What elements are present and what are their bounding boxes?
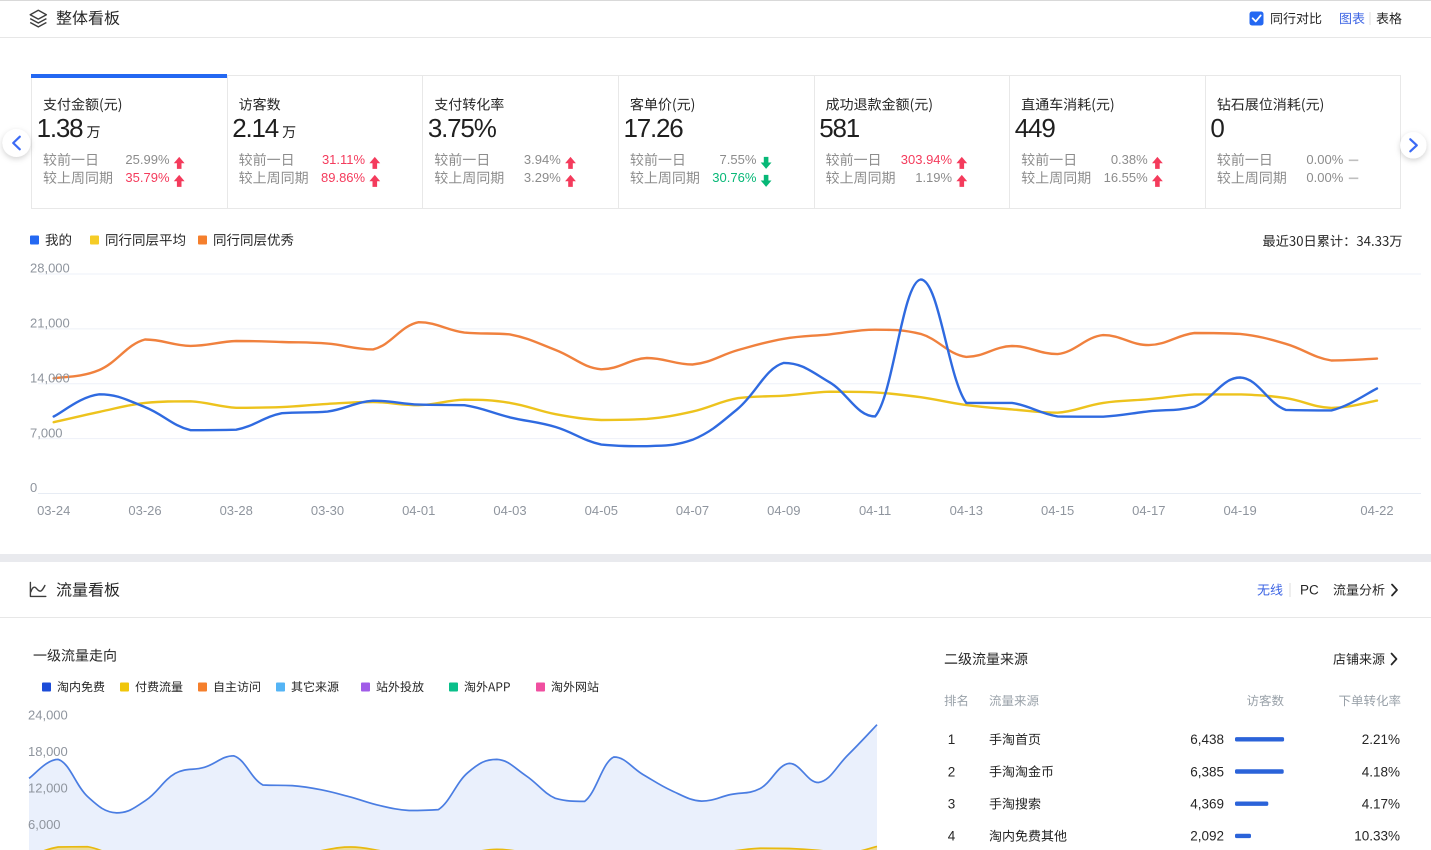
svg-text:03-30: 03-30 — [311, 503, 344, 518]
svg-text:1: 1 — [948, 732, 956, 747]
svg-text:6,000: 6,000 — [28, 817, 61, 832]
svg-text:7.55%: 7.55% — [720, 152, 757, 167]
svg-text:3.75%: 3.75% — [428, 113, 497, 143]
svg-text:04-15: 04-15 — [1041, 503, 1074, 518]
svg-text:04-07: 04-07 — [676, 503, 709, 518]
svg-text:25.99%: 25.99% — [125, 152, 170, 167]
svg-text:03-24: 03-24 — [37, 503, 70, 518]
svg-text:04-05: 04-05 — [585, 503, 618, 518]
svg-text:581: 581 — [819, 113, 860, 143]
svg-text:12,000: 12,000 — [28, 781, 68, 796]
svg-text:3.29%: 3.29% — [524, 170, 561, 185]
svg-text:0.00%: 0.00% — [1306, 152, 1343, 167]
svg-text:16.55%: 16.55% — [1104, 170, 1149, 185]
svg-text:28,000: 28,000 — [30, 261, 70, 276]
svg-text:449: 449 — [1015, 113, 1056, 143]
svg-text:04-22: 04-22 — [1360, 503, 1393, 518]
svg-text:7,000: 7,000 — [30, 425, 63, 440]
svg-text:4.17%: 4.17% — [1362, 797, 1400, 812]
svg-text:0: 0 — [1210, 113, 1224, 143]
svg-text:6,385: 6,385 — [1190, 764, 1224, 779]
svg-text:03-28: 03-28 — [220, 503, 253, 518]
svg-text:1.19%: 1.19% — [915, 170, 952, 185]
svg-text:1.38: 1.38 — [37, 113, 84, 143]
svg-text:24,000: 24,000 — [28, 708, 68, 723]
svg-text:0: 0 — [30, 480, 37, 495]
svg-text:04-11: 04-11 — [859, 503, 891, 518]
svg-text:18,000: 18,000 — [28, 744, 68, 759]
svg-text:3.94%: 3.94% — [524, 152, 561, 167]
svg-text:03-26: 03-26 — [128, 503, 161, 518]
svg-text:0.00%: 0.00% — [1306, 170, 1343, 185]
svg-text:89.86%: 89.86% — [321, 170, 366, 185]
svg-text:6,438: 6,438 — [1190, 732, 1224, 747]
svg-text:4,369: 4,369 — [1190, 797, 1224, 812]
svg-text:04-09: 04-09 — [767, 503, 800, 518]
svg-text:30.76%: 30.76% — [712, 170, 757, 185]
svg-text:21,000: 21,000 — [30, 316, 70, 331]
svg-text:14,000: 14,000 — [30, 370, 70, 385]
svg-text:04-17: 04-17 — [1132, 503, 1165, 518]
svg-text:17.26: 17.26 — [624, 113, 684, 143]
svg-text:10.33%: 10.33% — [1354, 829, 1400, 844]
svg-text:04-01: 04-01 — [402, 503, 435, 518]
svg-text:4.18%: 4.18% — [1362, 764, 1400, 779]
svg-text:3: 3 — [948, 797, 956, 812]
svg-text:4: 4 — [948, 829, 956, 844]
svg-text:35.79%: 35.79% — [125, 170, 170, 185]
svg-text:31.11%: 31.11% — [322, 152, 366, 167]
svg-text:0.38%: 0.38% — [1111, 152, 1148, 167]
svg-text:2.21%: 2.21% — [1362, 732, 1400, 747]
svg-text:2,092: 2,092 — [1190, 829, 1224, 844]
svg-text:04-03: 04-03 — [493, 503, 526, 518]
svg-text:04-19: 04-19 — [1223, 503, 1256, 518]
svg-text:2.14: 2.14 — [232, 113, 279, 143]
svg-text:04-13: 04-13 — [950, 503, 983, 518]
svg-text:2: 2 — [948, 764, 956, 779]
svg-text:303.94%: 303.94% — [901, 152, 953, 167]
svg-text:PC: PC — [1300, 583, 1319, 598]
